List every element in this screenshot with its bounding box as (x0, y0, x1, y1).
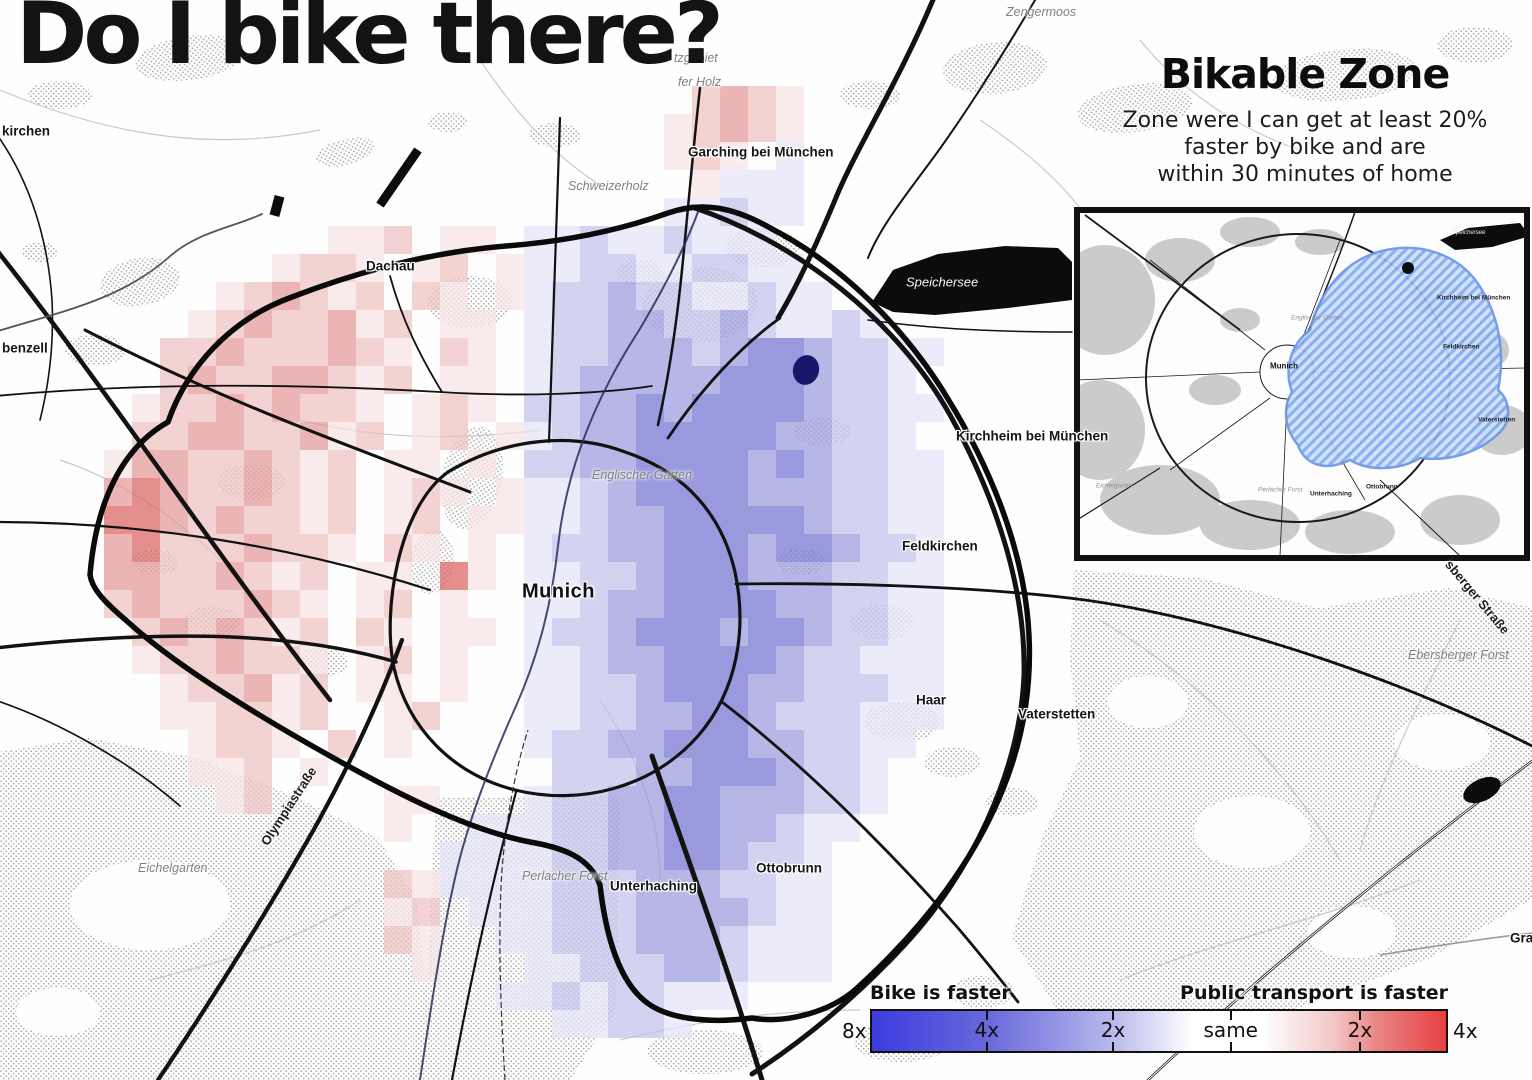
panel-heading: Bikable Zone (1160, 50, 1451, 98)
legend-top-labels: Bike is faster Public transport is faste… (870, 982, 1448, 1004)
legend-tick (985, 1042, 988, 1051)
legend-scale-label: 2x (1100, 1018, 1126, 1042)
water-layer (419, 211, 699, 1080)
panel-description: Zone were I can get at least 20% faster … (1082, 108, 1528, 188)
map-legend: Bike is faster Public transport is faste… (842, 982, 1490, 1053)
inset-map (1074, 207, 1530, 561)
legend-tick (1112, 1011, 1115, 1020)
panel-description-line: within 30 minutes of home (1157, 161, 1453, 187)
legend-left-label: Bike is faster (870, 982, 1011, 1004)
legend-scale-label: same (1203, 1018, 1258, 1042)
panel-description-line: faster by bike and are (1184, 134, 1426, 160)
bikable-boundary-outline (87, 204, 1033, 1024)
panel-description-line: Zone were I can get at least 20% (1122, 108, 1488, 133)
page-title: Do I bike there? (16, 0, 724, 84)
legend-tick (1358, 1011, 1361, 1020)
legend-tick (1358, 1042, 1361, 1051)
legend-tick (985, 1011, 988, 1020)
legend-scale-min: 8x (842, 1019, 867, 1043)
legend-tick (1112, 1042, 1115, 1051)
legend-scale-label: 4x (974, 1018, 1000, 1042)
legend-right-label: Public transport is faster (1180, 982, 1448, 1004)
bikable-zone-panel: Bikable Zone Zone were I can get at leas… (1082, 50, 1528, 188)
legend-gradient-bar: 4x 2x same 2x (870, 1009, 1448, 1053)
inset-bikable-zone (1284, 246, 1510, 470)
legend-scale-label: 2x (1347, 1018, 1373, 1042)
legend-scale-max: 4x (1453, 1019, 1478, 1043)
legend-bar-row: 8x 4x 2x same 2x 4x (842, 1009, 1490, 1053)
landmarks-layer (269, 147, 1501, 804)
legend-tick (1229, 1011, 1232, 1020)
legend-tick (1229, 1042, 1232, 1051)
